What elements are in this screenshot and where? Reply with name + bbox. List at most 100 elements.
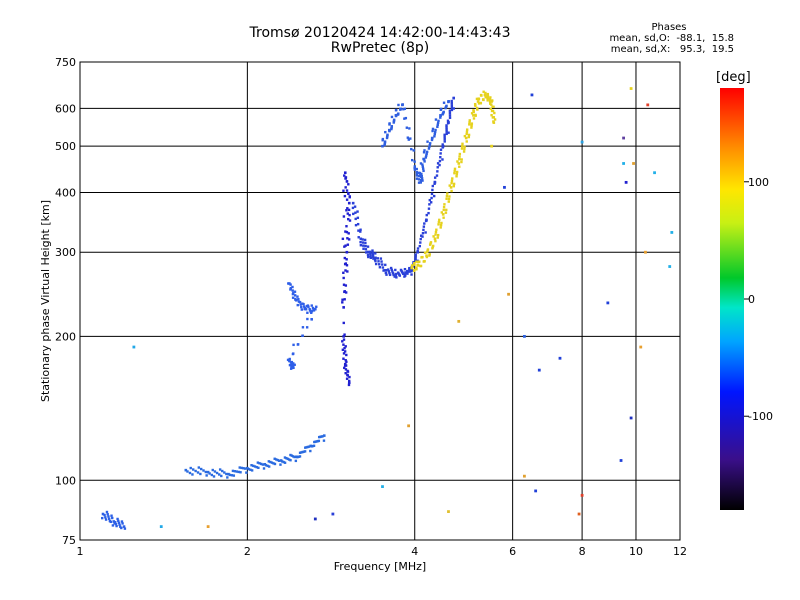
data-point-trace <box>420 177 424 180</box>
data-point-trace <box>291 296 295 299</box>
data-point-trace <box>489 107 493 111</box>
data-point-trace <box>196 471 200 474</box>
data-point-trace <box>354 217 357 221</box>
data-point-trace <box>374 259 377 263</box>
data-point-trace <box>434 118 438 121</box>
data-point-trace <box>352 212 355 216</box>
data-point-trace <box>343 194 347 198</box>
data-point-trace <box>344 368 348 371</box>
data-point-trace <box>342 343 345 346</box>
x-tick-label: 8 <box>579 545 586 558</box>
isolated-point <box>639 345 643 349</box>
data-point-trace <box>343 290 347 293</box>
data-point-trace <box>345 230 349 234</box>
data-point-trace <box>369 254 372 258</box>
data-point-trace <box>305 446 308 449</box>
data-point-trace <box>461 144 464 148</box>
data-point-trace <box>470 112 474 115</box>
data-point-trace <box>341 301 344 304</box>
data-point-trace <box>390 115 394 119</box>
data-point-trace <box>310 317 313 321</box>
data-point-trace <box>270 461 274 464</box>
data-point-trace <box>406 136 410 139</box>
data-point-trace <box>371 255 375 258</box>
data-point-trace <box>301 326 305 329</box>
data-point-trace <box>373 258 377 262</box>
isolated-point <box>619 459 623 462</box>
data-point-trace <box>111 516 114 520</box>
data-point-trace <box>218 473 221 476</box>
data-point <box>449 186 453 189</box>
data-point <box>401 103 404 107</box>
data-point-trace <box>308 307 311 311</box>
data-point-trace <box>433 176 437 179</box>
data-point-trace <box>289 286 292 290</box>
data-point-trace <box>341 348 345 351</box>
data-point-trace <box>218 468 222 471</box>
data-point-trace <box>302 450 306 453</box>
data-point-trace <box>346 270 349 273</box>
data-point-trace <box>425 150 429 154</box>
data-point-trace <box>371 253 375 256</box>
data-point-trace <box>448 111 452 115</box>
data-point-trace <box>439 226 442 229</box>
data-point-trace <box>461 142 464 145</box>
data-point-trace <box>346 373 349 377</box>
data-point-trace <box>301 302 304 305</box>
data-point-trace <box>362 247 365 250</box>
data-point-trace <box>452 182 456 186</box>
data-point-trace <box>344 364 348 367</box>
data-point-trace <box>426 140 429 143</box>
data-point-trace <box>419 237 422 241</box>
data-point-trace <box>345 180 349 183</box>
data-point-trace <box>414 258 417 262</box>
data-point-trace <box>440 221 443 225</box>
data-point-trace <box>465 128 469 131</box>
data-point-trace <box>255 465 258 469</box>
data-point-trace <box>442 208 445 212</box>
data-point-trace <box>491 116 495 119</box>
data-point-trace <box>417 181 421 184</box>
data-point <box>433 237 437 241</box>
data-point-trace <box>425 255 429 259</box>
data-point-trace <box>418 244 422 248</box>
data-point-trace <box>468 119 471 122</box>
data-point-trace <box>423 260 426 263</box>
data-point-trace <box>388 273 392 277</box>
data-point-trace <box>213 470 217 473</box>
data-point-trace <box>450 101 453 105</box>
data-point-trace <box>388 271 391 275</box>
data-point-trace <box>416 247 420 250</box>
data-point-trace <box>414 257 417 260</box>
y-tick-label: 300 <box>55 246 76 259</box>
isolated-point <box>646 103 650 107</box>
colorbar-label: [deg] <box>716 70 751 85</box>
data-point-trace <box>448 195 451 198</box>
data-point-trace <box>366 253 370 257</box>
phases-header: Phases <box>651 22 687 33</box>
data-point-trace <box>443 137 446 141</box>
data-point <box>206 470 210 474</box>
data-point-trace <box>346 207 349 210</box>
data-point-trace <box>286 457 289 461</box>
data-points <box>100 87 674 530</box>
data-point-trace <box>445 208 448 212</box>
data-point-trace <box>488 100 492 103</box>
data-point-trace <box>363 238 367 242</box>
data-point-trace <box>249 468 252 471</box>
data-point-trace <box>381 266 385 269</box>
data-point-trace <box>345 377 349 380</box>
data-point-trace <box>440 211 443 214</box>
isolated-point <box>530 93 534 97</box>
data-point-trace <box>486 99 489 102</box>
data-point-trace <box>421 231 425 235</box>
data-point-trace <box>451 177 454 180</box>
colorbar-ticks: 100 0 -100 <box>744 176 773 423</box>
data-point <box>387 128 391 132</box>
data-point-trace <box>348 219 352 222</box>
colorbar-tick-label: 0 <box>748 293 755 306</box>
data-point-trace <box>342 271 345 274</box>
y-tick-label: 75 <box>62 534 76 547</box>
data-point-trace <box>108 519 112 523</box>
data-point-trace <box>460 147 464 150</box>
